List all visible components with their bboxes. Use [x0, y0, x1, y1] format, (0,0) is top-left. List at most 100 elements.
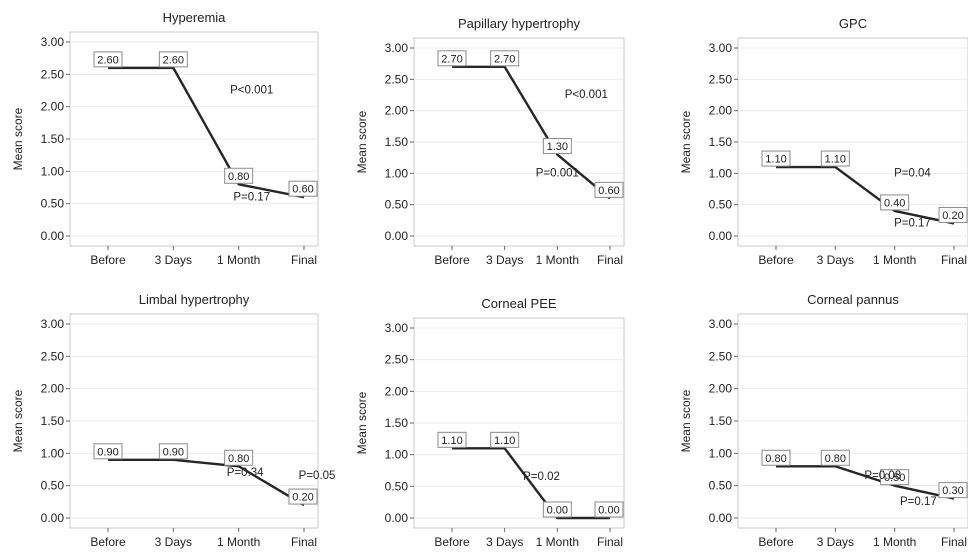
panel-title: Corneal PEE	[481, 296, 556, 311]
data-label-text: 0.20	[942, 210, 963, 222]
data-label-text: 0.00	[547, 505, 568, 517]
p-value-annotation: P<0.001	[230, 85, 273, 97]
panel-title: Corneal pannus	[807, 292, 899, 307]
data-label-text: 0.80	[228, 453, 249, 465]
y-tick-label: 1.50	[385, 135, 409, 149]
y-tick-label: 1.00	[385, 448, 409, 462]
y-tick-label: 2.50	[709, 72, 733, 86]
y-axis-label: Mean score	[355, 391, 369, 454]
x-tick-label: Final	[597, 253, 623, 267]
y-axis-label: Mean score	[679, 389, 693, 452]
data-label: 1.10	[820, 150, 850, 167]
p-value-annotation: P=0.17	[233, 191, 270, 203]
data-label: 0.20	[938, 206, 968, 223]
chart-panel: 0.00 0.50 1.00 1.50 2.00 2.50 3.00 Before 3 Days…	[679, 292, 968, 549]
y-tick-label: 0.00	[385, 511, 409, 525]
data-label: 2.70	[490, 50, 520, 67]
data-label-box	[288, 180, 318, 197]
data-label-box	[158, 443, 188, 460]
data-label-text: 0.90	[97, 446, 118, 458]
data-label: 0.00	[594, 501, 624, 518]
y-tick-label: 2.00	[709, 382, 733, 396]
p-value-annotation: P<0.001	[565, 89, 608, 101]
y-tick-label: 0.00	[41, 229, 65, 243]
data-label-text: 0.80	[765, 453, 786, 465]
x-tick-label: Final	[941, 535, 967, 549]
data-label: 0.60	[594, 181, 624, 198]
chart-panel: 0.00 0.50 1.00 1.50 2.00 2.50 3.00 Before 3 Days…	[355, 296, 625, 549]
data-label-text: 2.70	[441, 53, 462, 65]
x-tick-label: 3 Days	[155, 253, 192, 267]
y-axis-label: Mean score	[355, 110, 369, 173]
y-tick-label: 2.00	[385, 104, 409, 118]
y-tick-label: 2.50	[41, 349, 65, 363]
y-tick-label: 3.00	[41, 317, 65, 331]
y-tick-label: 0.00	[709, 511, 733, 525]
data-label-box	[224, 167, 254, 184]
series-line	[108, 66, 305, 199]
x-tick-label: 3 Days	[486, 535, 523, 549]
data-label: 0.20	[288, 488, 318, 505]
data-label-text: 0.80	[825, 453, 846, 465]
y-tick-label: 1.50	[709, 414, 733, 428]
x-tick-label: Final	[597, 535, 623, 549]
y-tick-label: 1.50	[709, 135, 733, 149]
data-label-box	[594, 501, 624, 518]
x-tick-label: 3 Days	[155, 535, 192, 549]
data-label-box	[761, 150, 791, 167]
data-label-box	[490, 431, 520, 448]
x-tick-label: 1 Month	[873, 535, 916, 549]
data-label-box	[880, 194, 910, 211]
data-label-text: 1.10	[765, 154, 786, 166]
data-label-box	[542, 138, 572, 155]
data-label-box	[594, 181, 624, 198]
data-label: 0.80	[224, 167, 254, 184]
data-label-text: 0.60	[292, 184, 313, 196]
data-label-box	[93, 51, 123, 68]
data-label-box	[761, 449, 791, 466]
y-tick-label: 3.00	[41, 35, 65, 49]
y-tick-label: 3.00	[385, 41, 409, 55]
data-label: 1.10	[437, 431, 467, 448]
data-label: 0.80	[820, 449, 850, 466]
y-tick-label: 0.00	[385, 229, 409, 243]
p-value-annotation: P=0.17	[900, 496, 937, 508]
x-tick-label: 1 Month	[873, 253, 916, 267]
data-label: 2.60	[93, 51, 123, 68]
data-label-text: 0.20	[292, 492, 313, 504]
data-label-text: 0.90	[163, 446, 184, 458]
x-tick-label: Before	[434, 535, 470, 549]
data-label: 0.90	[93, 443, 123, 460]
y-tick-label: 2.00	[41, 100, 65, 114]
panel-title: GPC	[839, 16, 867, 31]
y-tick-label: 0.00	[709, 229, 733, 243]
data-label-box	[542, 501, 572, 518]
data-label-box	[938, 482, 968, 499]
data-label-box	[820, 449, 850, 466]
p-value-annotation: P=0.04	[894, 167, 931, 179]
data-label-box	[288, 488, 318, 505]
y-tick-label: 1.50	[385, 416, 409, 430]
p-value-annotation: P=0.08	[864, 470, 901, 482]
x-tick-label: Before	[90, 535, 126, 549]
x-tick-label: Final	[291, 253, 317, 267]
data-label-box	[490, 50, 520, 67]
y-tick-label: 0.50	[709, 479, 733, 493]
data-label-box	[158, 51, 188, 68]
data-label: 0.50	[880, 469, 910, 486]
data-label-box	[224, 449, 254, 466]
data-label-box	[880, 469, 910, 486]
p-value-annotation: P=0.001	[536, 167, 579, 179]
data-label: 2.60	[158, 51, 188, 68]
x-tick-label: 1 Month	[536, 253, 579, 267]
x-tick-label: 3 Days	[486, 253, 523, 267]
data-label-box	[820, 150, 850, 167]
data-label: 2.70	[437, 50, 467, 67]
x-tick-label: 1 Month	[217, 535, 260, 549]
data-label-text: 0.60	[598, 185, 619, 197]
p-value-annotation: P=0.34	[227, 467, 264, 479]
y-tick-label: 0.50	[385, 198, 409, 212]
y-axis-label: Mean score	[11, 107, 25, 170]
data-label-box	[437, 50, 467, 67]
